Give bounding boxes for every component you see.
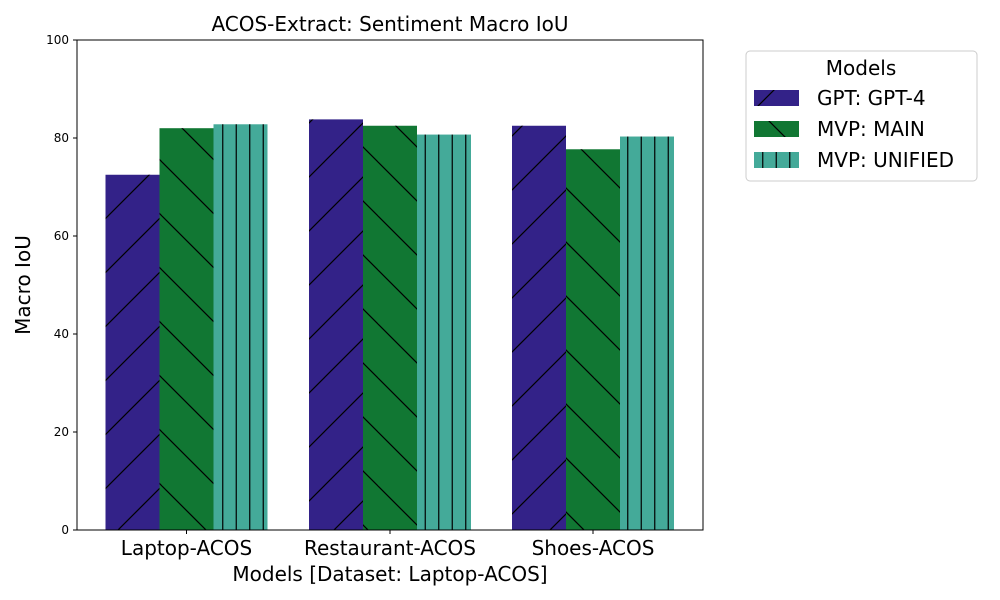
bar-hatch-restaurant-acos-series-2 — [363, 125, 417, 530]
legend-label: GPT: GPT-4 — [817, 86, 926, 110]
x-axis-ticks: Laptop-ACOS Restaurant-ACOS Shoes-ACOS — [121, 530, 655, 560]
y-axis-label: Macro IoU — [11, 235, 35, 335]
bar-hatch-restaurant-acos-series-1 — [309, 119, 363, 530]
legend-swatch-hatch — [754, 121, 799, 137]
y-tick-label: 40 — [54, 327, 69, 341]
x-tick-label: Restaurant-ACOS — [304, 536, 476, 560]
legend-items: GPT: GPT-4 MVP: MAIN MVP: UNIFIED — [754, 86, 954, 172]
plot-frame — [76, 39, 704, 531]
bar-hatch-shoes-acos-series-2 — [566, 149, 620, 530]
legend-box — [745, 50, 978, 182]
legend-swatch-hatch — [754, 90, 799, 106]
y-tick-label: 0 — [61, 523, 69, 537]
x-tick-label: Shoes-ACOS — [532, 536, 655, 560]
legend-swatch-hatch — [754, 152, 799, 168]
y-tick-label: 80 — [54, 131, 69, 145]
bar-hatch-laptop-acos-series-3 — [213, 124, 268, 530]
chart-title: ACOS-Extract: Sentiment Macro IoU — [211, 12, 568, 36]
bar-hatch-shoes-acos-series-3 — [620, 136, 674, 530]
legend-label: MVP: MAIN — [817, 117, 925, 141]
y-tick-label: 20 — [54, 425, 69, 439]
y-tick-label: 100 — [46, 33, 69, 47]
y-tick-label: 60 — [54, 229, 69, 243]
bar-hatch-laptop-acos-series-1 — [105, 174, 160, 530]
legend-title: Models — [826, 56, 896, 80]
x-axis-label: Models [Dataset: Laptop-ACOS] — [232, 562, 547, 586]
y-axis-ticks: 0 20 40 60 80 100 — [46, 33, 77, 537]
bar-hatch-laptop-acos-series-2 — [159, 128, 214, 530]
bar-hatch-restaurant-acos-series-3 — [417, 134, 471, 530]
bar-hatch-shoes-acos-series-1 — [512, 125, 566, 530]
bars-group — [105, 119, 674, 530]
legend-label: MVP: UNIFIED — [817, 148, 954, 172]
x-tick-label: Laptop-ACOS — [121, 536, 252, 560]
legend: Models GPT: GPT-4 MVP: MAIN MVP: UNIFIED — [745, 50, 978, 182]
